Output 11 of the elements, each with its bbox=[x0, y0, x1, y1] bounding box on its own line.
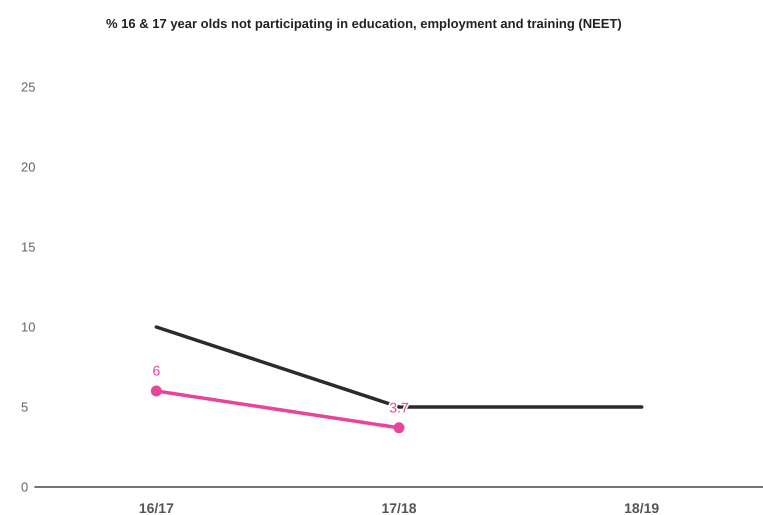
data-label: 6 bbox=[152, 362, 160, 378]
x-tick-label: 17/18 bbox=[381, 500, 417, 515]
y-tick-label: 20 bbox=[21, 160, 36, 174]
y-tick-label: 10 bbox=[21, 320, 36, 334]
y-tick-label: 5 bbox=[21, 400, 28, 414]
chart-title: % 16 & 17 year olds not participating in education, employment and training (NEET) bbox=[106, 16, 622, 31]
x-tick-label: 16/17 bbox=[138, 500, 174, 515]
y-tick-label: 25 bbox=[21, 80, 36, 94]
y-tick-label: 15 bbox=[21, 240, 36, 254]
x-tick-label: 18/19 bbox=[624, 500, 660, 515]
y-tick-label: 0 bbox=[21, 480, 28, 494]
